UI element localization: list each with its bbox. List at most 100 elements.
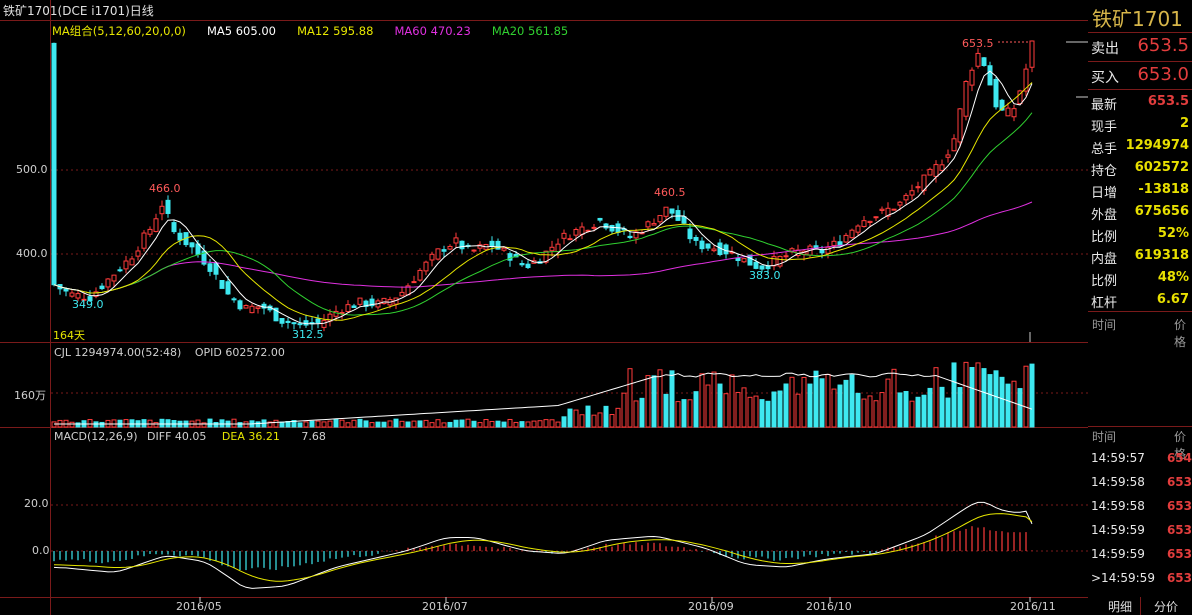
candle-body xyxy=(201,250,207,265)
volume-bar xyxy=(939,386,945,428)
volume-bar xyxy=(585,405,591,428)
volume-bar xyxy=(741,387,747,428)
x-tick: 2016/09 xyxy=(688,600,734,613)
buy-row[interactable]: 买入 653.0 xyxy=(1088,64,1192,86)
quote-panel: 铁矿1701 卖出 653.5 买入 653.0 最新 653.5 现手 2 总手 129… xyxy=(1088,0,1192,615)
volume-bar xyxy=(123,419,129,428)
candle-body xyxy=(915,186,921,189)
candle-body xyxy=(99,285,105,290)
candle-body xyxy=(1023,68,1029,92)
candle-body xyxy=(873,216,879,219)
volume-bar xyxy=(459,419,465,428)
tab-detail[interactable]: 明细 xyxy=(1108,600,1133,614)
candle-body xyxy=(189,242,195,248)
candle-body xyxy=(603,223,609,229)
label-peak1: 466.0 xyxy=(149,182,181,195)
volume-bar xyxy=(369,422,375,428)
volume-bar xyxy=(975,362,981,428)
divider xyxy=(1088,89,1192,90)
tick-time: 14:59:58 xyxy=(1091,499,1145,513)
candle-body xyxy=(783,255,789,258)
tab-price[interactable]: 分价 xyxy=(1154,600,1179,614)
volume-bar xyxy=(111,419,117,428)
volume-bar xyxy=(885,378,891,428)
volume-bar xyxy=(363,420,369,428)
symbol-title: 铁矿1701 xyxy=(1092,7,1183,31)
candle-body xyxy=(681,216,687,224)
volume-bar xyxy=(165,419,171,428)
candle-body xyxy=(969,69,975,86)
stat-row: 杠杆 6.67 xyxy=(1088,289,1192,311)
candle-body xyxy=(573,229,579,236)
candle-body xyxy=(291,322,297,325)
candle-body xyxy=(693,237,699,241)
volume-bar xyxy=(987,374,993,428)
candle-body xyxy=(999,99,1005,111)
chart-area[interactable]: 铁矿1701(DCE i1701)日线 MA组合(5,12,60,20,0,0)… xyxy=(0,0,1088,615)
volume-bar xyxy=(891,368,897,428)
candle-body xyxy=(879,208,885,211)
label-low1: 349.0 xyxy=(72,298,104,311)
volume-bar xyxy=(435,419,441,428)
volume-bar xyxy=(747,396,753,428)
candle-body xyxy=(567,238,573,241)
candle-body xyxy=(963,80,969,117)
volume-bar xyxy=(933,367,939,428)
stat-value: 619318 xyxy=(1134,248,1189,263)
volume-bar xyxy=(501,421,507,428)
candle-body xyxy=(297,323,303,326)
macd-tick-0: 0.0 xyxy=(32,544,50,557)
candle-body xyxy=(1011,108,1017,118)
volume-bar xyxy=(291,420,297,428)
sell-value: 653.5 xyxy=(1137,35,1189,56)
tick-time: 14:59:59 xyxy=(1091,523,1145,537)
volume-bar xyxy=(915,396,921,428)
volume-bar xyxy=(537,420,543,428)
volume-bar xyxy=(561,416,567,428)
candle-body xyxy=(867,220,873,223)
candle-body xyxy=(651,223,657,226)
candle-body xyxy=(231,298,237,301)
candle-body xyxy=(171,222,177,233)
stat-row: 日增 -13818 xyxy=(1088,179,1192,201)
open-interest-line xyxy=(54,372,1033,425)
volume-bar xyxy=(609,414,615,428)
candle-body xyxy=(849,229,855,239)
candle-body xyxy=(105,278,111,288)
candle-body xyxy=(825,246,831,254)
candle-body xyxy=(927,168,933,176)
volume-bar xyxy=(927,387,933,428)
price-chart-svg[interactable] xyxy=(0,0,1088,615)
candle-body xyxy=(423,261,429,272)
sell-row[interactable]: 卖出 653.5 xyxy=(1088,35,1192,57)
ma-legend: MA组合(5,12,60,20,0,0) MA5 605.00 MA12 595… xyxy=(52,20,584,39)
volume-header: CJL 1294974.00(52:48) OPID 602572.00 xyxy=(54,346,285,359)
candle-body xyxy=(1029,40,1035,68)
candle-body xyxy=(675,210,681,221)
volume-bar xyxy=(465,418,471,428)
macd-header: MACD(12,26,9) DIFF 40.05 DEA 36.21 7.68 xyxy=(54,430,326,443)
volume-bar xyxy=(411,420,417,428)
candle-body xyxy=(333,310,339,317)
volume-bar xyxy=(627,368,633,428)
stat-row: 外盘 675656 xyxy=(1088,201,1192,223)
candle-body xyxy=(255,306,261,309)
tick-price: 653 xyxy=(1166,547,1192,561)
volume-bar xyxy=(717,383,723,428)
volume-bar xyxy=(645,375,651,428)
tick-price: 653 xyxy=(1166,475,1192,489)
candle-body xyxy=(987,65,993,86)
volume-bar xyxy=(783,383,789,428)
candle-body xyxy=(591,226,597,229)
candle-body xyxy=(555,243,561,253)
divider xyxy=(0,597,1088,598)
ma20-line xyxy=(53,112,1033,316)
ma12-line xyxy=(53,82,1033,321)
macd-dea: DEA 36.21 xyxy=(221,430,280,443)
candle-body xyxy=(159,205,165,215)
candle-body xyxy=(945,154,951,158)
volume-bar xyxy=(981,368,987,428)
volume-bar xyxy=(75,422,81,428)
divider xyxy=(1088,61,1192,62)
tick-row: 14:59:58 653 xyxy=(1088,471,1192,495)
